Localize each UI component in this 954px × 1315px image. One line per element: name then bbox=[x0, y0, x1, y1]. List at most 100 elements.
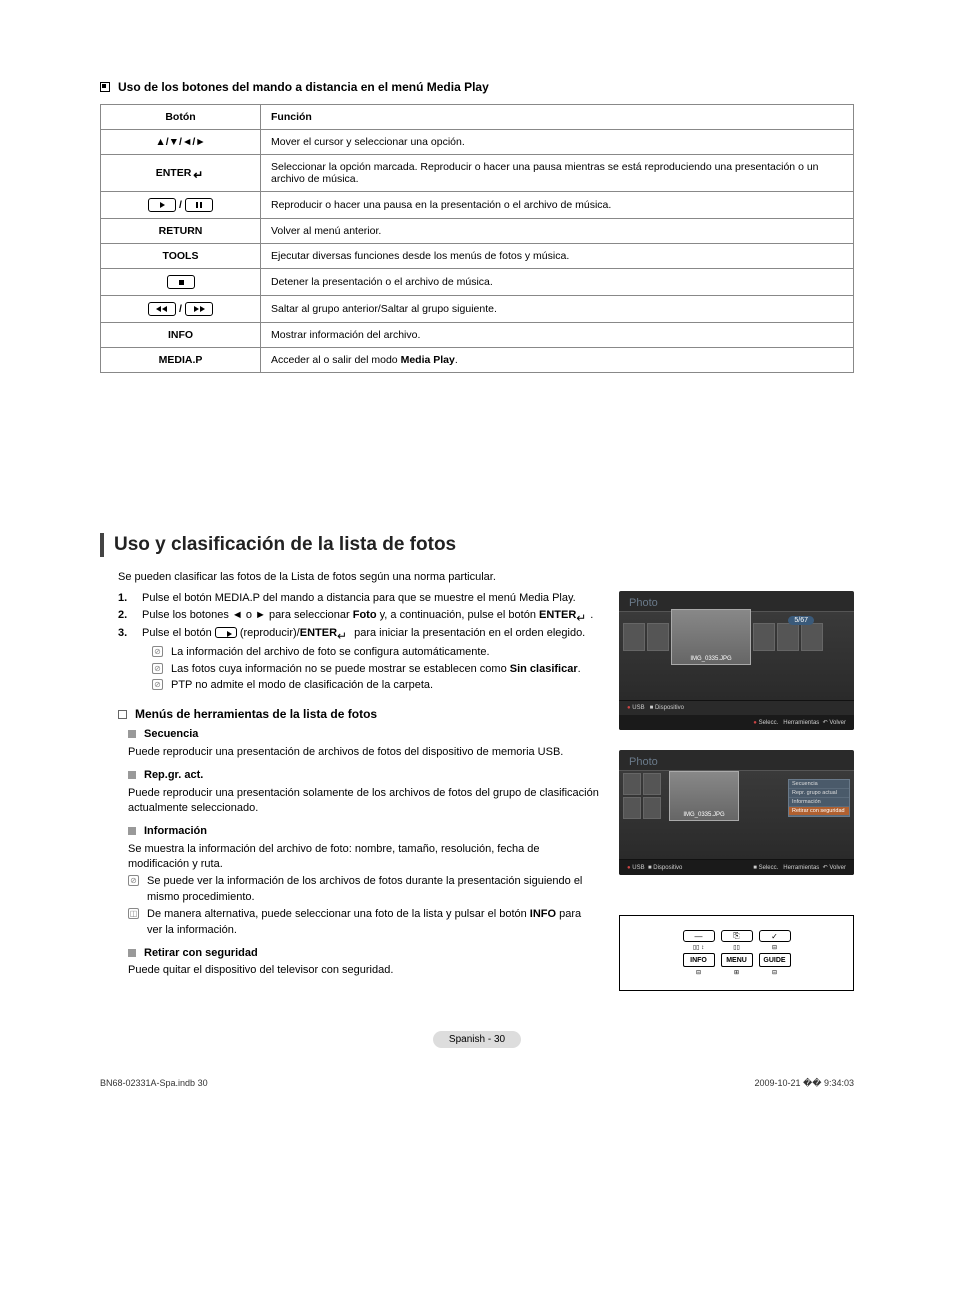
menu-item: Secuencia bbox=[789, 780, 849, 789]
remote-btn-col: — ▯▯ ↕ INFO ⊟ bbox=[683, 930, 715, 976]
tool-item: InformaciónSe muestra la información del… bbox=[128, 824, 599, 938]
table-function-cell: Saltar al grupo anterior/Saltar al grupo… bbox=[261, 296, 854, 323]
step-item: 1.Pulse el botón MEDIA.P del mando a dis… bbox=[118, 591, 599, 606]
thumb bbox=[623, 797, 641, 819]
screenshot-title: Photo bbox=[619, 591, 854, 611]
submenu-title: Menús de herramientas de la lista de fot… bbox=[135, 707, 377, 721]
table-header-button: Botón bbox=[101, 105, 261, 130]
note-icon: ⊘ bbox=[152, 646, 163, 657]
table-function-cell: Mostrar información del archivo. bbox=[261, 323, 854, 348]
remote-small-label: ⊟ bbox=[772, 944, 777, 951]
table-button-cell: / bbox=[101, 192, 261, 219]
page-number-wrapper: Spanish - 30 bbox=[100, 991, 854, 1048]
filename-label: IMG_0335.JPG bbox=[672, 656, 750, 662]
thumb bbox=[753, 623, 775, 651]
table-button-cell: ENTER bbox=[101, 155, 261, 192]
screenshot-title: Photo bbox=[619, 750, 854, 770]
left-column: 1.Pulse el botón MEDIA.P del mando a dis… bbox=[100, 591, 599, 991]
table-button-cell: / bbox=[101, 296, 261, 323]
remote-btn-col: ✓ ⊟ GUIDE ⊟ bbox=[759, 930, 791, 976]
menu-item: Información bbox=[789, 798, 849, 807]
remote-info-label: INFO bbox=[683, 953, 715, 967]
page-number-badge: Spanish - 30 bbox=[433, 1031, 521, 1048]
document-footer: BN68-02331A-Spa.indb 30 2009-10-21 �� 9:… bbox=[100, 1078, 854, 1089]
menu-item: Repr. grupo actual bbox=[789, 789, 849, 798]
table-button-cell: ▲/▼/◄/► bbox=[101, 130, 261, 155]
right-column: Photo 5/67 IMG_0335.JPG ● USB ■ Disposit… bbox=[619, 591, 854, 991]
tool-item: Rep.gr. act.Puede reproducir una present… bbox=[128, 768, 599, 816]
step-item: 2.Pulse los botones ◄ o ► para seleccion… bbox=[118, 608, 599, 623]
note-icon: ⊘ bbox=[152, 679, 163, 690]
remote-btn-col: ⎘ ▯▯ MENU ⊞ bbox=[721, 930, 753, 976]
gray-bullet-icon bbox=[128, 730, 136, 738]
table-function-cell: Ejecutar diversas funciones desde los me… bbox=[261, 244, 854, 269]
thumb bbox=[801, 623, 823, 651]
bullet-icon bbox=[100, 82, 110, 92]
intro-text: Se pueden clasificar las fotos de la Lis… bbox=[118, 571, 854, 583]
screenshot-bottom-bar: ● USB ■ Dispositivo ■ Selecc. Herramient… bbox=[619, 860, 854, 875]
remote-guide-label: GUIDE bbox=[759, 953, 791, 967]
notes-list: ⊘La información del archivo de foto se c… bbox=[142, 645, 599, 693]
step-item: 3.Pulse el botón (reproducir)/ENTER para… bbox=[118, 626, 599, 641]
thumb bbox=[623, 623, 645, 651]
table-function-cell: Seleccionar la opción marcada. Reproduci… bbox=[261, 155, 854, 192]
remote-small-label: ▯▯ ↕ bbox=[693, 944, 704, 951]
thumb bbox=[777, 623, 799, 651]
tool-item: SecuenciaPuede reproducir una presentaci… bbox=[128, 727, 599, 760]
fastforward-icon bbox=[185, 302, 213, 316]
table-button-cell: RETURN bbox=[101, 219, 261, 244]
screenshot-photo-list: Photo 5/67 IMG_0335.JPG ● USB ■ Disposit… bbox=[619, 591, 854, 730]
table-header-function: Función bbox=[261, 105, 854, 130]
tool-item: Retirar con seguridadPuede quitar el dis… bbox=[128, 946, 599, 979]
footer-left: BN68-02331A-Spa.indb 30 bbox=[100, 1078, 208, 1089]
note-item: ⊘La información del archivo de foto se c… bbox=[152, 645, 599, 660]
remote-bottom-icon: ⊟ bbox=[696, 969, 701, 976]
main-heading: Uso y clasificación de la lista de fotos bbox=[100, 533, 854, 557]
remote-top-icon: ⎘ bbox=[721, 930, 753, 942]
pause-icon bbox=[185, 198, 213, 212]
thumb-selected: IMG_0335.JPG bbox=[671, 609, 751, 665]
remote-bottom-icon: ⊟ bbox=[772, 969, 777, 976]
items-list: SecuenciaPuede reproducir una presentaci… bbox=[100, 727, 599, 978]
filename-label: IMG_0335.JPG bbox=[670, 812, 738, 818]
section-title: Uso de los botones del mando a distancia… bbox=[118, 80, 489, 94]
sub-bullet-icon bbox=[118, 710, 127, 719]
note-icon: ⊘ bbox=[152, 663, 163, 674]
thumb bbox=[647, 623, 669, 651]
table-button-cell: TOOLS bbox=[101, 244, 261, 269]
play-icon bbox=[215, 627, 237, 638]
remote-top-icon: — bbox=[683, 930, 715, 942]
footer-right: 2009-10-21 �� 9:34:03 bbox=[754, 1078, 854, 1089]
table-function-cell: Acceder al o salir del modo Media Play. bbox=[261, 348, 854, 373]
remote-bottom-icon: ⊞ bbox=[734, 969, 739, 976]
rewind-icon bbox=[148, 302, 176, 316]
note-item: ⊘PTP no admite el modo de clasificación … bbox=[152, 678, 599, 693]
enter-icon bbox=[337, 628, 351, 638]
note-item: ⊘Las fotos cuya información no se puede … bbox=[152, 662, 599, 677]
table-function-cell: Mover el cursor y seleccionar una opción… bbox=[261, 130, 854, 155]
remote-small-label: ▯▯ bbox=[733, 944, 740, 951]
table-function-cell: Detener la presentación o el archivo de … bbox=[261, 269, 854, 296]
gray-bullet-icon bbox=[128, 827, 136, 835]
context-menu: Secuencia Repr. grupo actual Información… bbox=[788, 779, 850, 817]
remote-menu-label: MENU bbox=[721, 953, 753, 967]
thumb bbox=[623, 773, 641, 795]
buttons-function-table: Botón Función ▲/▼/◄/►Mover el cursor y s… bbox=[100, 104, 854, 373]
enter-icon bbox=[576, 610, 590, 620]
enter-icon bbox=[191, 168, 205, 178]
remote-diagram: — ▯▯ ↕ INFO ⊟ ⎘ ▯▯ MENU ⊞ ✓ ⊟ GUIDE ⊟ bbox=[619, 915, 854, 991]
gray-bullet-icon bbox=[128, 949, 136, 957]
table-button-cell: MEDIA.P bbox=[101, 348, 261, 373]
thumb bbox=[643, 797, 661, 819]
gray-bullet-icon bbox=[128, 771, 136, 779]
section-header-remote-buttons: Uso de los botones del mando a distancia… bbox=[100, 80, 854, 94]
usb-row: ● USB ■ Dispositivo bbox=[619, 701, 854, 715]
screenshot-bottom-bar: ● Selecc. Herramientas ↶ Volver bbox=[619, 715, 854, 730]
thumb bbox=[643, 773, 661, 795]
counter-badge: 5/67 bbox=[788, 616, 814, 625]
note-icon: ◫ bbox=[128, 908, 139, 919]
table-button-cell bbox=[101, 269, 261, 296]
table-function-cell: Reproducir o hacer una pausa en la prese… bbox=[261, 192, 854, 219]
steps-list: 1.Pulse el botón MEDIA.P del mando a dis… bbox=[118, 591, 599, 641]
screenshot-photo-menu: Photo IMG_0335.JPG bbox=[619, 750, 854, 875]
